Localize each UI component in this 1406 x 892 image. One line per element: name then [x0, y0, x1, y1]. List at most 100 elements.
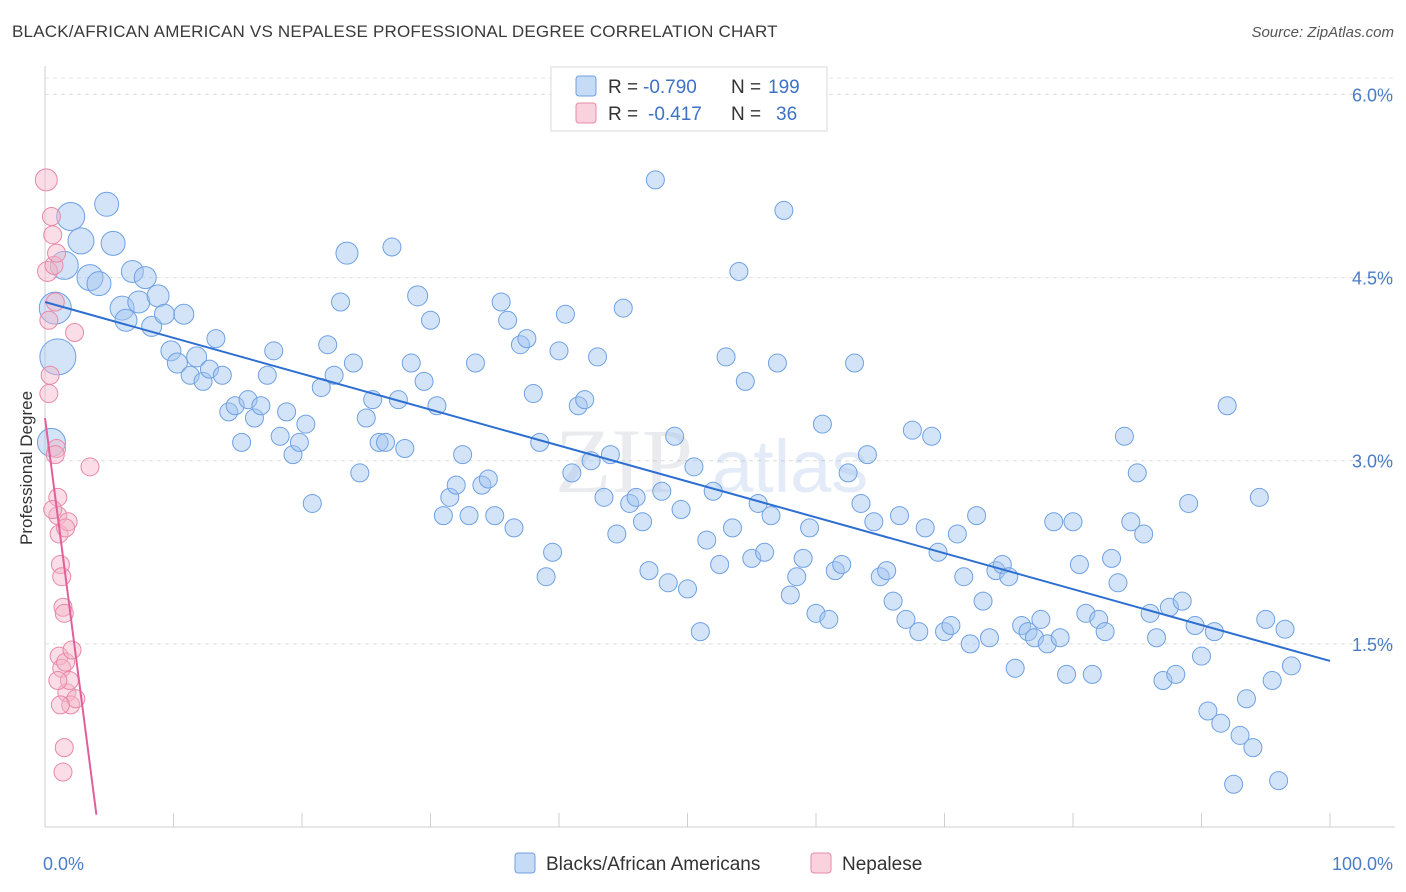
chart-title: BLACK/AFRICAN AMERICAN VS NEPALESE PROFE…	[12, 22, 778, 41]
blacks-point-134	[909, 622, 929, 642]
blacks-point-22	[186, 346, 208, 368]
stats-legend-box	[550, 66, 828, 132]
nepalese-point-0	[34, 168, 58, 192]
blacks-point-111	[761, 506, 781, 526]
blacks-point-122	[832, 554, 852, 574]
blacks-point-133	[902, 420, 922, 440]
blacks-point-100	[690, 622, 710, 642]
blacks-point-124	[845, 353, 865, 373]
blacks-point-91	[633, 512, 653, 532]
blacks-point-45	[335, 241, 359, 265]
blacks-point-67	[478, 469, 498, 489]
bottom-legend: Blacks/African Americans Nepalese	[514, 852, 922, 875]
blacks-point-176	[1179, 493, 1199, 513]
blacks-point-125	[851, 493, 871, 513]
stats-legend: R = -0.790 N = 199 R = -0.417 N = 36	[550, 66, 828, 132]
nepalese-point-26	[80, 457, 100, 477]
blacks-point-174	[1166, 664, 1186, 684]
blacks-point-36	[277, 402, 297, 422]
blacks-point-168	[1127, 463, 1147, 483]
blacks-point-158	[1063, 512, 1083, 532]
nepalese-point-9	[47, 439, 67, 458]
blacks-point-28	[225, 396, 245, 416]
blacks-point-44	[331, 292, 351, 312]
blacks-point-186	[1243, 738, 1263, 758]
blacks-point-165	[1108, 573, 1128, 593]
legend-label-nepalese: Nepalese	[842, 854, 922, 875]
blacks-point-99	[684, 457, 704, 477]
blacks-point-110	[755, 542, 775, 562]
blacks-point-103	[710, 554, 730, 574]
axes	[44, 66, 1395, 828]
blacks-point-24	[199, 359, 219, 379]
blacks-trend-line	[44, 301, 1331, 662]
blacks-point-184	[1230, 725, 1250, 745]
blacks-point-7	[86, 271, 112, 297]
blacks-point-166	[1114, 426, 1134, 446]
x-tick-label-1: 100.0%	[1332, 854, 1393, 874]
blacks-point-34	[264, 341, 284, 361]
blacks-point-50	[369, 432, 389, 452]
blacks-point-164	[1102, 548, 1122, 568]
blacks-point-159	[1069, 554, 1089, 574]
blacks-point-25	[206, 329, 226, 349]
blacks-point-172	[1153, 670, 1173, 690]
blacks-point-101	[697, 530, 717, 550]
blacks-point-136	[922, 426, 942, 446]
blacks-point-113	[774, 200, 794, 220]
blacks-point-129	[877, 561, 897, 581]
blacks-point-169	[1134, 524, 1154, 544]
blacks-point-120	[819, 609, 839, 629]
blacks-point-180	[1204, 622, 1224, 642]
blacks-point-73	[517, 329, 537, 349]
blacks-point-80	[562, 463, 582, 483]
legend-label-blacks: Blacks/African Americans	[546, 854, 760, 875]
stats-legend-n-label-1: N =	[731, 77, 761, 98]
nepalese-point-34	[56, 518, 76, 538]
blacks-point-96	[665, 426, 685, 446]
source-label: Source: ZipAtlas.com	[1251, 24, 1394, 41]
blacks-point-108	[742, 548, 762, 568]
blacks-point-149	[1005, 658, 1025, 678]
blacks-point-185	[1236, 689, 1256, 709]
blacks-point-56	[407, 285, 429, 307]
nepalese-point-6	[43, 225, 63, 245]
x-tick-labels: 0.0% 100.0%	[43, 854, 1393, 874]
blacks-point-157	[1057, 664, 1077, 684]
blacks-point-30	[238, 390, 258, 410]
blacks-point-160	[1076, 603, 1096, 623]
blacks-point-92	[639, 561, 659, 581]
blacks-point-132	[896, 609, 916, 629]
blacks-point-82	[575, 390, 595, 410]
blacks-point-48	[356, 408, 376, 428]
blacks-point-135	[915, 518, 935, 538]
blacks-point-152	[1024, 628, 1044, 648]
nepalese-point-33	[47, 243, 67, 263]
blacks-point-85	[594, 487, 614, 507]
blacks-point-192	[1281, 656, 1301, 676]
blacks-point-117	[800, 518, 820, 538]
blacks-point-171	[1147, 628, 1167, 648]
stats-legend-r-value-1: -0.790	[643, 77, 697, 98]
nepalese-point-18	[52, 658, 72, 678]
blacks-point-142	[960, 634, 980, 654]
nepalese-point-8	[45, 292, 65, 312]
blacks-point-98	[678, 579, 697, 599]
blacks-point-126	[857, 445, 877, 465]
nepalese-point-3	[39, 384, 59, 404]
nepalese-point-15	[53, 597, 73, 617]
blacks-point-4	[56, 202, 86, 232]
stats-legend-n-value-2: 36	[776, 104, 797, 125]
nepalese-trend-line	[44, 417, 98, 815]
blacks-point-37	[283, 445, 303, 465]
blacks-point-114	[780, 585, 800, 605]
stats-legend-r-value-2: -0.417	[648, 104, 702, 125]
blacks-point-84	[588, 347, 608, 367]
blacks-point-74	[523, 384, 543, 404]
blacks-point-143	[967, 506, 987, 526]
blacks-point-183	[1224, 774, 1244, 794]
blacks-point-8	[94, 191, 120, 217]
blacks-point-60	[433, 506, 453, 526]
blacks-point-58	[421, 310, 440, 330]
blacks-point-162	[1089, 609, 1109, 629]
